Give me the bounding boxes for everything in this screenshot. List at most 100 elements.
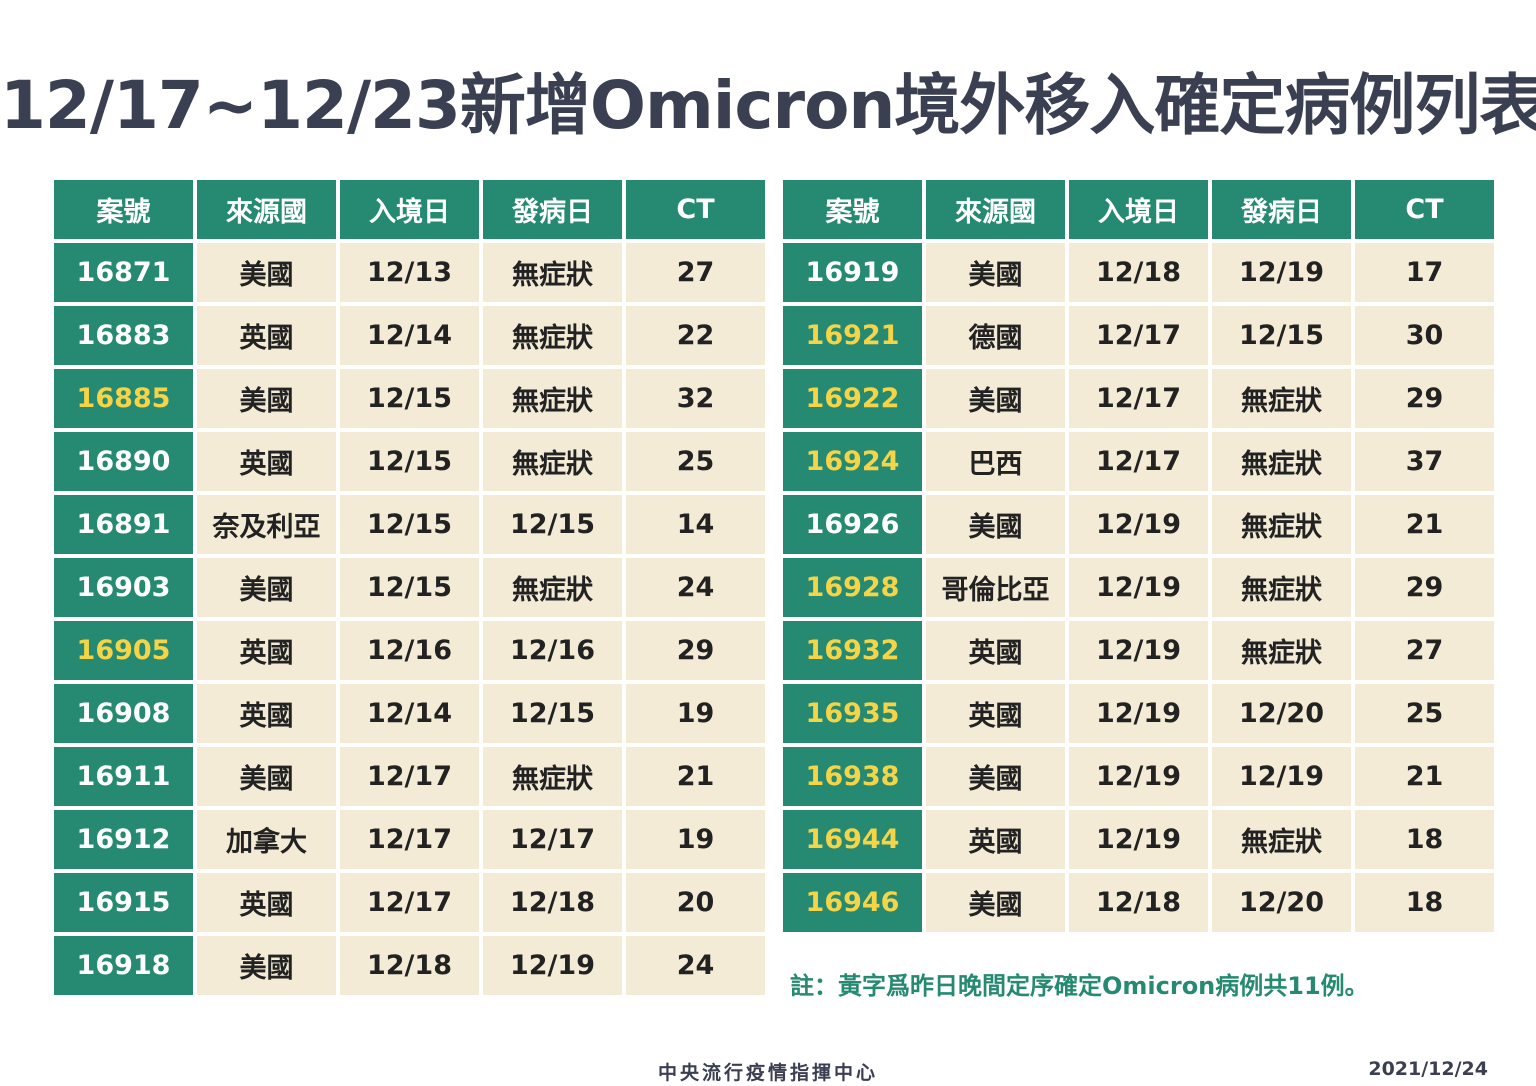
source-country-cell: 英國: [197, 684, 336, 743]
entry-date-cell: 12/15: [340, 495, 479, 554]
case-number-cell: 16944: [783, 810, 922, 869]
table-row: 16891 奈及利亞 12/15 12/15 14: [54, 495, 765, 554]
case-number-cell: 16871: [54, 243, 193, 302]
column-header-onset-date: 發病日: [483, 180, 622, 239]
table-header-row: 案號 來源國 入境日 發病日 CT: [783, 180, 1494, 239]
ct-value-cell: 27: [1355, 621, 1494, 680]
table-row: 16922 美國 12/17 無症狀 29: [783, 369, 1494, 428]
case-number-cell: 16911: [54, 747, 193, 806]
onset-date-cell: 無症狀: [1212, 495, 1351, 554]
case-number-cell: 16928: [783, 558, 922, 617]
source-country-cell: 美國: [926, 495, 1065, 554]
case-number-cell: 16883: [54, 306, 193, 365]
source-country-cell: 美國: [926, 369, 1065, 428]
table-header-row: 案號 來源國 入境日 發病日 CT: [54, 180, 765, 239]
ct-value-cell: 19: [626, 684, 765, 743]
table-row: 16885 美國 12/15 無症狀 32: [54, 369, 765, 428]
case-number-cell: 16885: [54, 369, 193, 428]
onset-date-cell: 12/17: [483, 810, 622, 869]
column-header-case-number: 案號: [783, 180, 922, 239]
table-row: 16926 美國 12/19 無症狀 21: [783, 495, 1494, 554]
table-row: 16871 美國 12/13 無症狀 27: [54, 243, 765, 302]
entry-date-cell: 12/18: [1069, 873, 1208, 932]
column-header-source-country: 來源國: [197, 180, 336, 239]
table-row: 16912 加拿大 12/17 12/17 19: [54, 810, 765, 869]
ct-value-cell: 22: [626, 306, 765, 365]
onset-date-cell: 無症狀: [483, 243, 622, 302]
entry-date-cell: 12/15: [340, 558, 479, 617]
case-number-cell: 16912: [54, 810, 193, 869]
entry-date-cell: 12/19: [1069, 558, 1208, 617]
entry-date-cell: 12/19: [1069, 621, 1208, 680]
footer-date: 2021/12/24: [1368, 1058, 1488, 1080]
onset-date-cell: 12/16: [483, 621, 622, 680]
ct-value-cell: 24: [626, 558, 765, 617]
onset-date-cell: 12/18: [483, 873, 622, 932]
column-header-case-number: 案號: [54, 180, 193, 239]
entry-date-cell: 12/17: [340, 873, 479, 932]
entry-date-cell: 12/17: [340, 747, 479, 806]
source-country-cell: 英國: [197, 621, 336, 680]
table-row: 16944 英國 12/19 無症狀 18: [783, 810, 1494, 869]
case-number-cell: 16938: [783, 747, 922, 806]
onset-date-cell: 12/19: [1212, 243, 1351, 302]
case-number-cell: 16903: [54, 558, 193, 617]
case-number-cell: 16922: [783, 369, 922, 428]
case-number-cell: 16932: [783, 621, 922, 680]
footer-agency: 中央流行疫情指揮中心: [657, 1062, 878, 1084]
ct-value-cell: 29: [1355, 558, 1494, 617]
source-country-cell: 美國: [197, 558, 336, 617]
entry-date-cell: 12/18: [340, 936, 479, 995]
source-country-cell: 英國: [926, 810, 1065, 869]
entry-date-cell: 12/19: [1069, 747, 1208, 806]
column-header-entry-date: 入境日: [1069, 180, 1208, 239]
table-row: 16938 美國 12/19 12/19 21: [783, 747, 1494, 806]
ct-value-cell: 32: [626, 369, 765, 428]
table-row: 16883 英國 12/14 無症狀 22: [54, 306, 765, 365]
onset-date-cell: 無症狀: [483, 558, 622, 617]
entry-date-cell: 12/17: [1069, 432, 1208, 491]
source-country-cell: 哥倫比亞: [926, 558, 1065, 617]
case-number-cell: 16915: [54, 873, 193, 932]
entry-date-cell: 12/16: [340, 621, 479, 680]
source-country-cell: 美國: [926, 243, 1065, 302]
column-header-onset-date: 發病日: [1212, 180, 1351, 239]
ct-value-cell: 29: [626, 621, 765, 680]
ct-value-cell: 19: [626, 810, 765, 869]
ct-value-cell: 27: [626, 243, 765, 302]
table-row: 16918 美國 12/18 12/19 24: [54, 936, 765, 995]
onset-date-cell: 無症狀: [483, 747, 622, 806]
onset-date-cell: 12/19: [1212, 747, 1351, 806]
onset-date-cell: 無症狀: [1212, 621, 1351, 680]
source-country-cell: 英國: [197, 873, 336, 932]
case-number-cell: 16935: [783, 684, 922, 743]
ct-value-cell: 30: [1355, 306, 1494, 365]
table-row: 16928 哥倫比亞 12/19 無症狀 29: [783, 558, 1494, 617]
table-row: 16946 美國 12/18 12/20 18: [783, 873, 1494, 932]
onset-date-cell: 12/15: [483, 495, 622, 554]
ct-value-cell: 14: [626, 495, 765, 554]
onset-date-cell: 12/15: [483, 684, 622, 743]
onset-date-cell: 無症狀: [1212, 558, 1351, 617]
source-country-cell: 奈及利亞: [197, 495, 336, 554]
entry-date-cell: 12/17: [1069, 369, 1208, 428]
entry-date-cell: 12/17: [340, 810, 479, 869]
entry-date-cell: 12/14: [340, 306, 479, 365]
ct-value-cell: 37: [1355, 432, 1494, 491]
source-country-cell: 美國: [197, 747, 336, 806]
source-country-cell: 英國: [197, 306, 336, 365]
ct-value-cell: 21: [1355, 747, 1494, 806]
ct-value-cell: 25: [626, 432, 765, 491]
column-header-ct: CT: [626, 180, 765, 239]
table-row: 16935 英國 12/19 12/20 25: [783, 684, 1494, 743]
case-number-cell: 16919: [783, 243, 922, 302]
case-number-cell: 16926: [783, 495, 922, 554]
source-country-cell: 美國: [197, 936, 336, 995]
ct-value-cell: 20: [626, 873, 765, 932]
table-row: 16905 英國 12/16 12/16 29: [54, 621, 765, 680]
entry-date-cell: 12/13: [340, 243, 479, 302]
ct-value-cell: 18: [1355, 810, 1494, 869]
source-country-cell: 德國: [926, 306, 1065, 365]
case-number-cell: 16946: [783, 873, 922, 932]
case-number-cell: 16891: [54, 495, 193, 554]
